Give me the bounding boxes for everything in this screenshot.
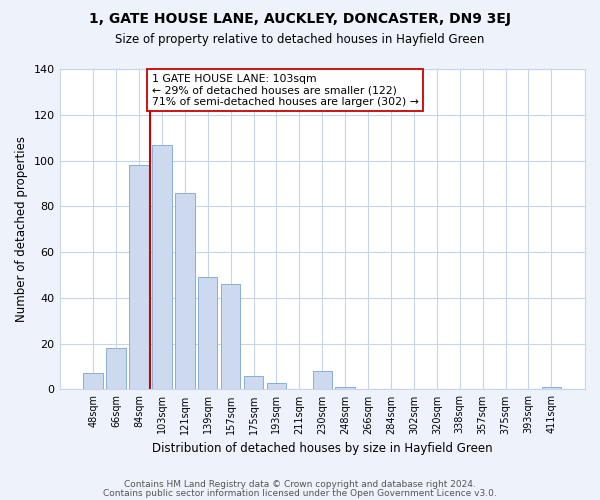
Y-axis label: Number of detached properties: Number of detached properties: [15, 136, 28, 322]
Text: 1, GATE HOUSE LANE, AUCKLEY, DONCASTER, DN9 3EJ: 1, GATE HOUSE LANE, AUCKLEY, DONCASTER, …: [89, 12, 511, 26]
Bar: [106, 348, 126, 390]
Text: 1 GATE HOUSE LANE: 103sqm
← 29% of detached houses are smaller (122)
71% of semi: 1 GATE HOUSE LANE: 103sqm ← 29% of detac…: [152, 74, 418, 107]
Bar: [267, 382, 286, 390]
Bar: [129, 165, 149, 390]
Bar: [152, 144, 172, 390]
Bar: [313, 371, 332, 390]
Bar: [198, 278, 217, 390]
Bar: [335, 387, 355, 390]
Text: Size of property relative to detached houses in Hayfield Green: Size of property relative to detached ho…: [115, 32, 485, 46]
Text: Contains public sector information licensed under the Open Government Licence v3: Contains public sector information licen…: [103, 488, 497, 498]
Bar: [221, 284, 241, 390]
Bar: [175, 192, 194, 390]
Bar: [542, 387, 561, 390]
Bar: [83, 374, 103, 390]
X-axis label: Distribution of detached houses by size in Hayfield Green: Distribution of detached houses by size …: [152, 442, 493, 455]
Bar: [244, 376, 263, 390]
Text: Contains HM Land Registry data © Crown copyright and database right 2024.: Contains HM Land Registry data © Crown c…: [124, 480, 476, 489]
